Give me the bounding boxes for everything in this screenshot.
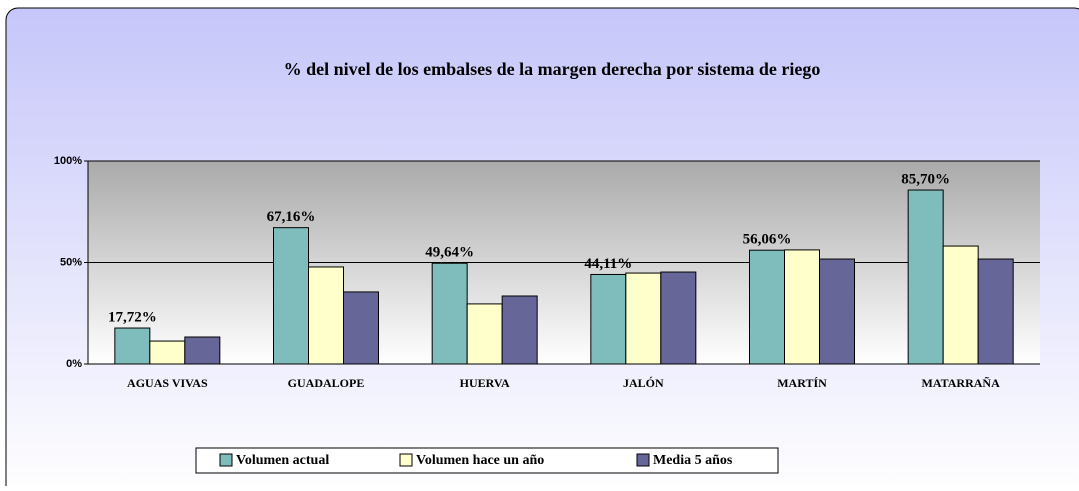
data-label: 67,16% [267, 209, 316, 225]
legend-label: Volumen hace un año [416, 453, 544, 468]
y-tick-label: 100% [54, 155, 82, 167]
data-label: 49,64% [425, 245, 474, 261]
legend-swatch [219, 453, 233, 467]
legend-swatch [399, 453, 413, 467]
y-tick-label: 0% [66, 358, 82, 370]
legend-label: Media 5 años [653, 453, 733, 468]
bar [343, 291, 379, 365]
data-label: 17,72% [108, 309, 157, 325]
bar [501, 295, 538, 365]
bar [273, 227, 309, 365]
data-label: 44,11% [584, 256, 632, 272]
bar [114, 327, 151, 365]
bar [942, 245, 979, 365]
bar [149, 340, 186, 365]
legend [195, 447, 779, 474]
bar [977, 258, 1014, 365]
x-tick-label: HUERVA [460, 376, 510, 390]
x-tick-label: MARTÍN [777, 376, 827, 390]
bar [308, 266, 344, 365]
bar [660, 271, 697, 365]
data-label: 85,70% [901, 171, 950, 187]
bar [184, 336, 221, 365]
legend-label: Volumen actual [236, 453, 329, 468]
bar [590, 273, 627, 365]
data-label: 56,06% [743, 232, 792, 248]
bar [625, 272, 662, 365]
x-tick-label: AGUAS VIVAS [127, 376, 208, 390]
y-tick-label: 50% [60, 256, 82, 268]
bar [749, 249, 785, 365]
bar [907, 189, 944, 365]
bar [466, 303, 503, 365]
bar [784, 249, 820, 365]
x-tick-label: JALÓN [623, 376, 664, 390]
bar [819, 258, 855, 365]
legend-swatch [636, 453, 650, 467]
x-tick-label: MATARRAÑA [922, 376, 1001, 390]
chart-title: % del nivel de los embalses de la margen… [284, 59, 821, 79]
x-tick-label: GUADALOPE [288, 376, 365, 390]
bar [431, 262, 468, 365]
